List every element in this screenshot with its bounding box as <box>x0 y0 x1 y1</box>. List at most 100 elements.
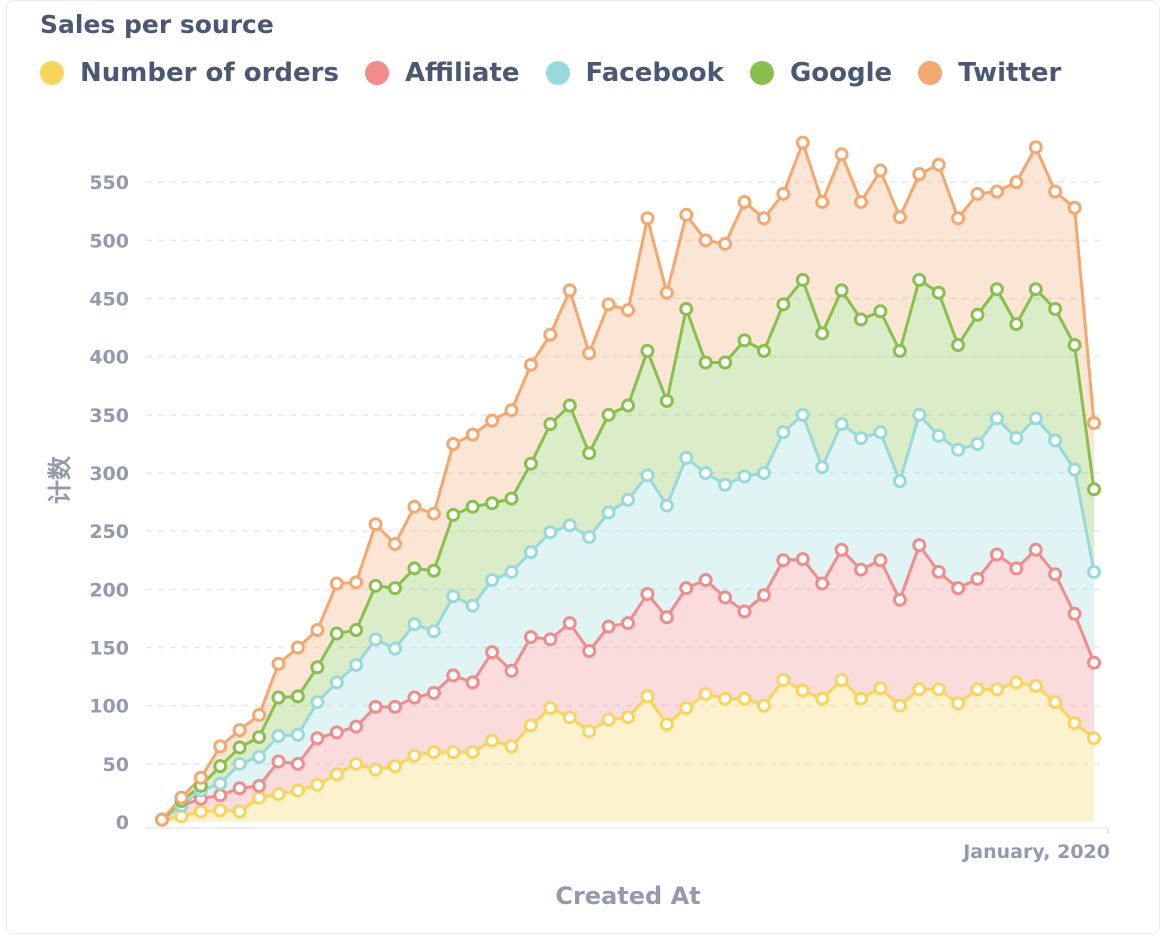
data-point[interactable] <box>446 589 461 604</box>
data-point[interactable] <box>698 687 713 702</box>
data-point[interactable] <box>582 529 597 544</box>
data-point[interactable] <box>562 518 577 533</box>
data-point[interactable] <box>718 590 733 605</box>
data-point[interactable] <box>232 723 247 738</box>
data-point[interactable] <box>290 783 305 798</box>
data-point[interactable] <box>931 157 946 172</box>
data-point[interactable] <box>698 466 713 481</box>
data-point[interactable] <box>970 571 985 586</box>
data-point[interactable] <box>388 759 402 774</box>
data-point[interactable] <box>388 641 402 656</box>
data-point[interactable] <box>989 184 1004 199</box>
data-point[interactable] <box>388 581 402 596</box>
data-point[interactable] <box>523 630 538 645</box>
legend-item[interactable]: Google <box>749 58 892 88</box>
data-point[interactable] <box>989 682 1004 697</box>
data-point[interactable] <box>621 616 635 631</box>
data-point[interactable] <box>271 728 286 743</box>
data-point[interactable] <box>951 696 966 711</box>
data-point[interactable] <box>562 398 577 413</box>
data-point[interactable] <box>601 505 616 520</box>
data-point[interactable] <box>679 207 694 222</box>
data-point[interactable] <box>640 343 655 358</box>
data-point[interactable] <box>504 663 519 678</box>
data-point[interactable] <box>271 690 286 705</box>
data-point[interactable] <box>601 712 616 727</box>
data-point[interactable] <box>446 745 461 760</box>
data-point[interactable] <box>931 428 946 443</box>
data-point[interactable] <box>290 756 305 771</box>
data-point[interactable] <box>368 699 383 714</box>
data-point[interactable] <box>776 553 791 568</box>
data-point[interactable] <box>873 425 888 440</box>
data-point[interactable] <box>310 731 325 746</box>
data-point[interactable] <box>1009 317 1024 332</box>
data-point[interactable] <box>601 619 616 634</box>
data-point[interactable] <box>601 297 616 312</box>
data-point[interactable] <box>621 398 635 413</box>
data-point[interactable] <box>989 282 1004 297</box>
data-point[interactable] <box>232 756 247 771</box>
data-point[interactable] <box>329 626 344 641</box>
data-point[interactable] <box>815 691 830 706</box>
data-point[interactable] <box>232 781 247 796</box>
data-point[interactable] <box>659 498 674 513</box>
data-point[interactable] <box>504 403 519 418</box>
data-point[interactable] <box>912 407 927 422</box>
data-point[interactable] <box>951 338 966 353</box>
data-point[interactable] <box>213 759 228 774</box>
data-point[interactable] <box>290 727 305 742</box>
data-point[interactable] <box>252 707 267 722</box>
data-point[interactable] <box>854 562 868 577</box>
data-point[interactable] <box>368 517 383 532</box>
data-point[interactable] <box>718 355 733 370</box>
data-point[interactable] <box>815 194 830 209</box>
data-point[interactable] <box>426 563 441 578</box>
data-point[interactable] <box>698 233 713 248</box>
data-point[interactable] <box>1048 184 1063 199</box>
data-point[interactable] <box>640 689 655 704</box>
data-point[interactable] <box>310 660 325 675</box>
data-point[interactable] <box>659 717 674 732</box>
data-point[interactable] <box>504 491 519 506</box>
data-point[interactable] <box>1009 175 1024 190</box>
data-point[interactable] <box>193 804 208 819</box>
data-point[interactable] <box>582 346 597 361</box>
data-point[interactable] <box>582 643 597 658</box>
data-point[interactable] <box>582 724 597 739</box>
data-point[interactable] <box>951 211 966 226</box>
data-point[interactable] <box>795 272 810 287</box>
data-point[interactable] <box>329 767 344 782</box>
data-point[interactable] <box>213 739 228 754</box>
data-point[interactable] <box>1067 606 1082 621</box>
data-point[interactable] <box>562 616 577 631</box>
data-point[interactable] <box>834 147 849 162</box>
data-point[interactable] <box>193 770 208 785</box>
data-point[interactable] <box>504 739 519 754</box>
data-point[interactable] <box>310 623 325 638</box>
data-point[interactable] <box>407 690 422 705</box>
data-point[interactable] <box>601 407 616 422</box>
data-point[interactable] <box>407 499 422 514</box>
data-point[interactable] <box>756 211 771 226</box>
data-point[interactable] <box>970 307 985 322</box>
data-point[interactable] <box>892 343 907 358</box>
data-point[interactable] <box>368 578 383 593</box>
data-point[interactable] <box>523 545 538 560</box>
data-point[interactable] <box>873 553 888 568</box>
data-point[interactable] <box>1048 301 1063 316</box>
data-point[interactable] <box>465 499 480 514</box>
data-point[interactable] <box>426 506 441 521</box>
data-point[interactable] <box>329 675 344 690</box>
data-point[interactable] <box>756 466 771 481</box>
data-point[interactable] <box>1087 655 1101 670</box>
data-point[interactable] <box>523 357 538 372</box>
data-point[interactable] <box>582 446 597 461</box>
data-point[interactable] <box>290 689 305 704</box>
data-point[interactable] <box>523 456 538 471</box>
data-point[interactable] <box>349 657 364 672</box>
data-point[interactable] <box>1048 567 1063 582</box>
data-point[interactable] <box>465 675 480 690</box>
data-point[interactable] <box>1067 200 1082 215</box>
data-point[interactable] <box>562 710 577 725</box>
